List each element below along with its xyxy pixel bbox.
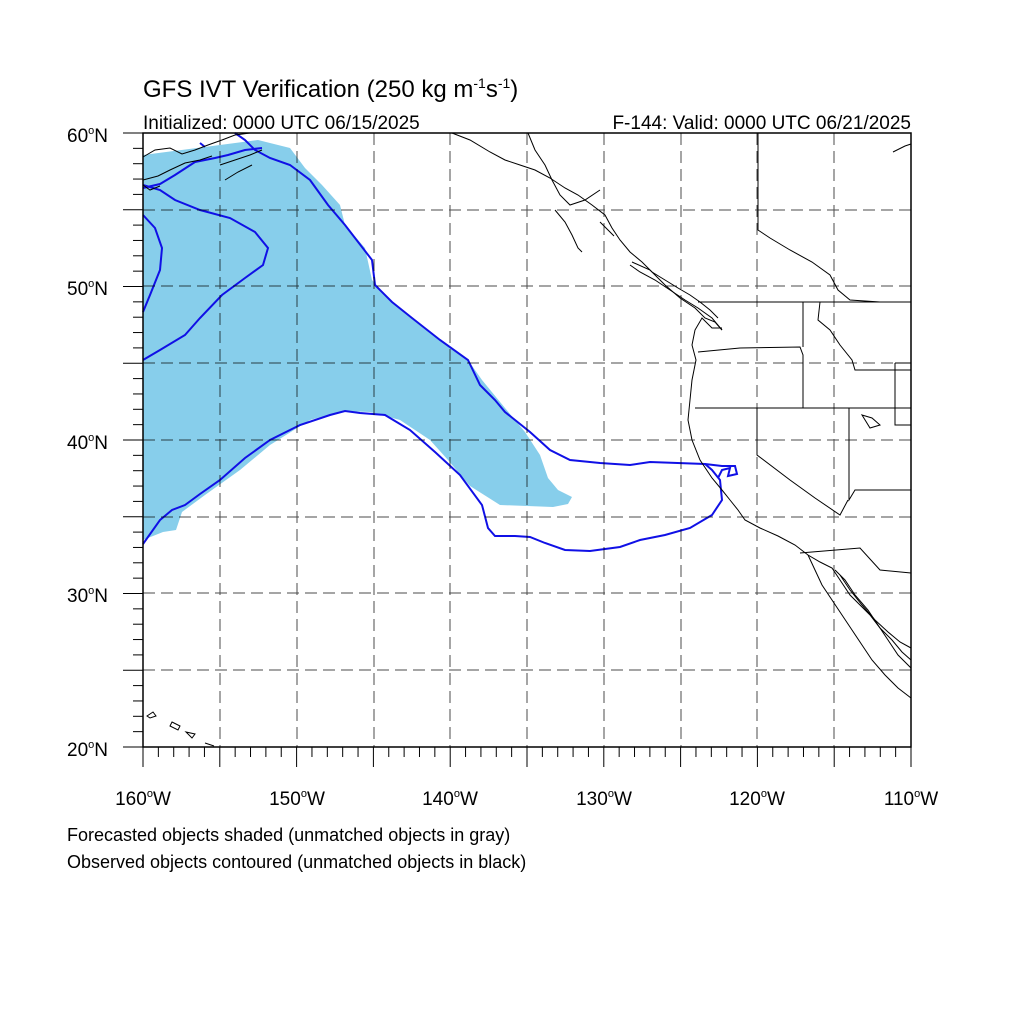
- lat-label-50: 50oN: [67, 278, 108, 300]
- observed-ivt-contour-main: [142, 132, 724, 553]
- observed-ivt-contour-sfbay: [704, 463, 739, 479]
- map-title: GFS IVT Verification (250 kg m-1s-1): [143, 75, 518, 103]
- observed-ivt-contour-west: [142, 214, 164, 313]
- graticule: [143, 133, 911, 747]
- lat-label-60: 60oN: [67, 125, 108, 147]
- init-time-label: Initialized: 0000 UTC 06/15/2025: [143, 113, 420, 134]
- lon-label-120: 120oW: [729, 788, 785, 810]
- lon-label-140: 140oW: [422, 788, 478, 810]
- lon-label-150: 150oW: [269, 788, 325, 810]
- lat-label-20: 20oN: [67, 739, 108, 761]
- lon-label-130: 130oW: [576, 788, 632, 810]
- caption-observed: Observed objects contoured (unmatched ob…: [67, 852, 527, 872]
- forecast-ivt-object: [143, 140, 572, 540]
- lon-labels: 160oW 150oW 140oW 130oW 120oW 110oW: [115, 788, 938, 810]
- lon-label-160: 160oW: [115, 788, 171, 810]
- caption-forecast: Forecasted objects shaded (unmatched obj…: [67, 825, 511, 845]
- lat-labels: 60oN 50oN 40oN 30oN 20oN: [67, 125, 108, 761]
- lon-label-110: 110oW: [884, 788, 938, 810]
- lat-label-30: 30oN: [67, 585, 108, 607]
- political-boundaries: [695, 133, 912, 574]
- axis-ticks: [123, 132, 912, 767]
- lat-label-40: 40oN: [67, 432, 108, 454]
- observed-ivt-contour-loop: [142, 184, 270, 361]
- valid-time-label: F-144: Valid: 0000 UTC 06/21/2025: [612, 113, 911, 134]
- coastlines: [142, 132, 912, 747]
